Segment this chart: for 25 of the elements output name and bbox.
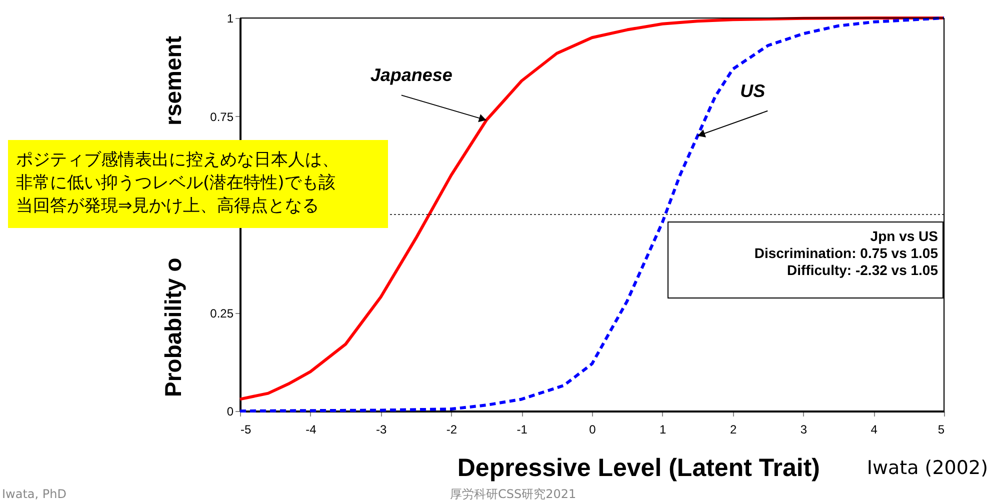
annotation: Jpn vs US Discrimination: 0.75 vs 1.05 Difficulty: -2.32 vs 1.05 [754,228,938,278]
y-tick-label: 0 [226,404,234,418]
y-tick-label: 1 [226,12,234,26]
annotation: ポジティブ感情表出に控えめな日本人は、非常に低い抑うつレベル(潜在特性)でも該当回答が発現⇒見かけ上、高得点となる [16,150,339,216]
x-tick-label: 5 [938,422,945,436]
text: Iwata (2002) [866,457,988,479]
x-tick-label: 1 [660,422,667,436]
text: Japanese [370,65,452,86]
y-tick-label: 0.75 [210,110,234,124]
x-tick-label: -3 [376,422,387,436]
series-label: US [740,80,766,101]
x-tick-label: 3 [800,422,808,436]
x-tick-label: 2 [730,422,737,436]
x-tick-label: -2 [446,422,458,436]
x-tick-label: 0 [589,422,596,436]
y-tick-label: 0.25 [210,306,234,320]
text: 厚労科研CSS研究2021 [450,487,576,501]
x-tick-label: 4 [870,422,878,436]
text: rsement [160,36,186,126]
x-tick-label: -4 [306,422,317,436]
y-axis-title: Probability o [160,258,186,397]
text: Iwata, PhD [2,487,66,501]
x-tick-label: -1 [516,422,528,436]
x-tick-label: -5 [240,422,252,436]
x-axis-title: Depressive Level (Latent Trait) [457,454,820,482]
